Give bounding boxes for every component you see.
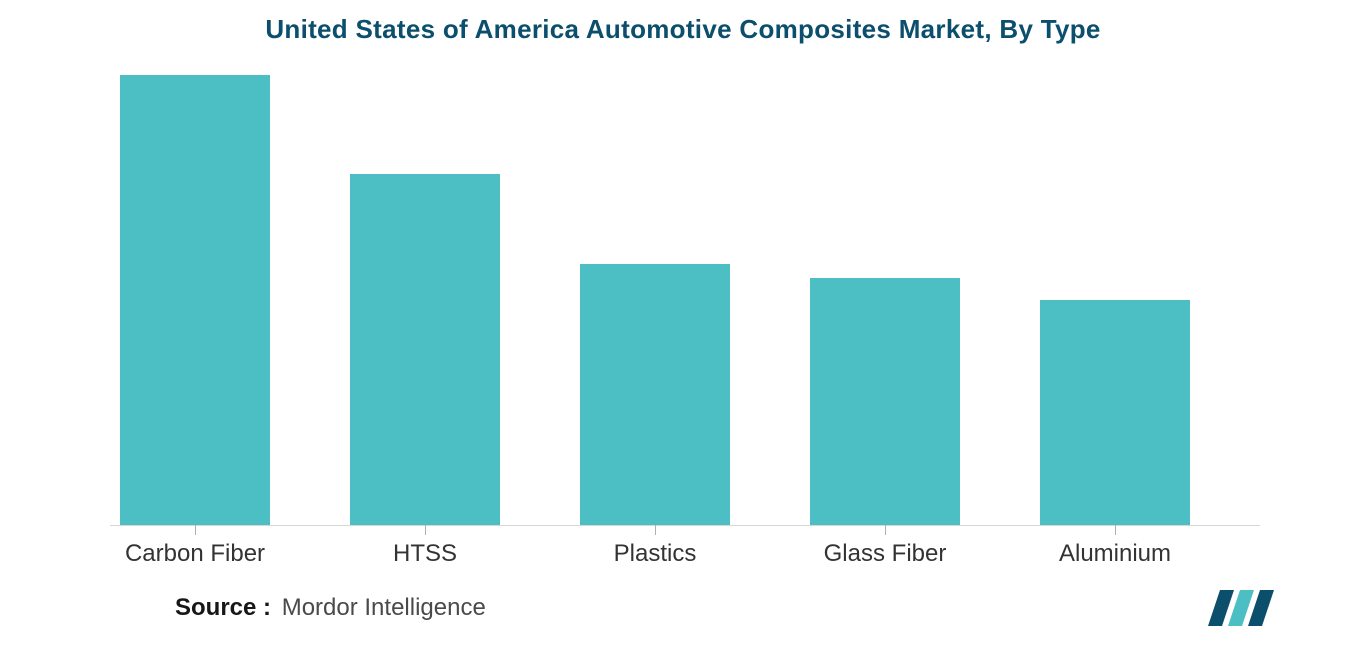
source-label: Source :	[175, 594, 271, 621]
x-tick	[425, 525, 426, 535]
category-label: Aluminium	[1000, 540, 1230, 568]
source-attribution: Source : Mordor Intelligence	[175, 594, 486, 622]
chart-container: United States of America Automotive Comp…	[0, 0, 1366, 655]
chart-title: United States of America Automotive Comp…	[0, 14, 1366, 45]
category-label: HTSS	[310, 540, 540, 568]
category-label: Glass Fiber	[770, 540, 1000, 568]
source-value: Mordor Intelligence	[282, 594, 486, 621]
bar-plastics	[580, 264, 730, 525]
category-label: Plastics	[540, 540, 770, 568]
bar-htss	[350, 174, 500, 525]
x-tick	[195, 525, 196, 535]
category-label: Carbon Fiber	[80, 540, 310, 568]
x-tick	[655, 525, 656, 535]
mordor-logo-icon	[1204, 582, 1276, 630]
plot-area	[110, 75, 1260, 525]
bar-aluminium	[1040, 300, 1190, 525]
bar-glass-fiber	[810, 278, 960, 526]
x-tick	[885, 525, 886, 535]
x-tick	[1115, 525, 1116, 535]
bar-carbon-fiber	[120, 75, 270, 525]
x-axis-line	[110, 525, 1260, 526]
